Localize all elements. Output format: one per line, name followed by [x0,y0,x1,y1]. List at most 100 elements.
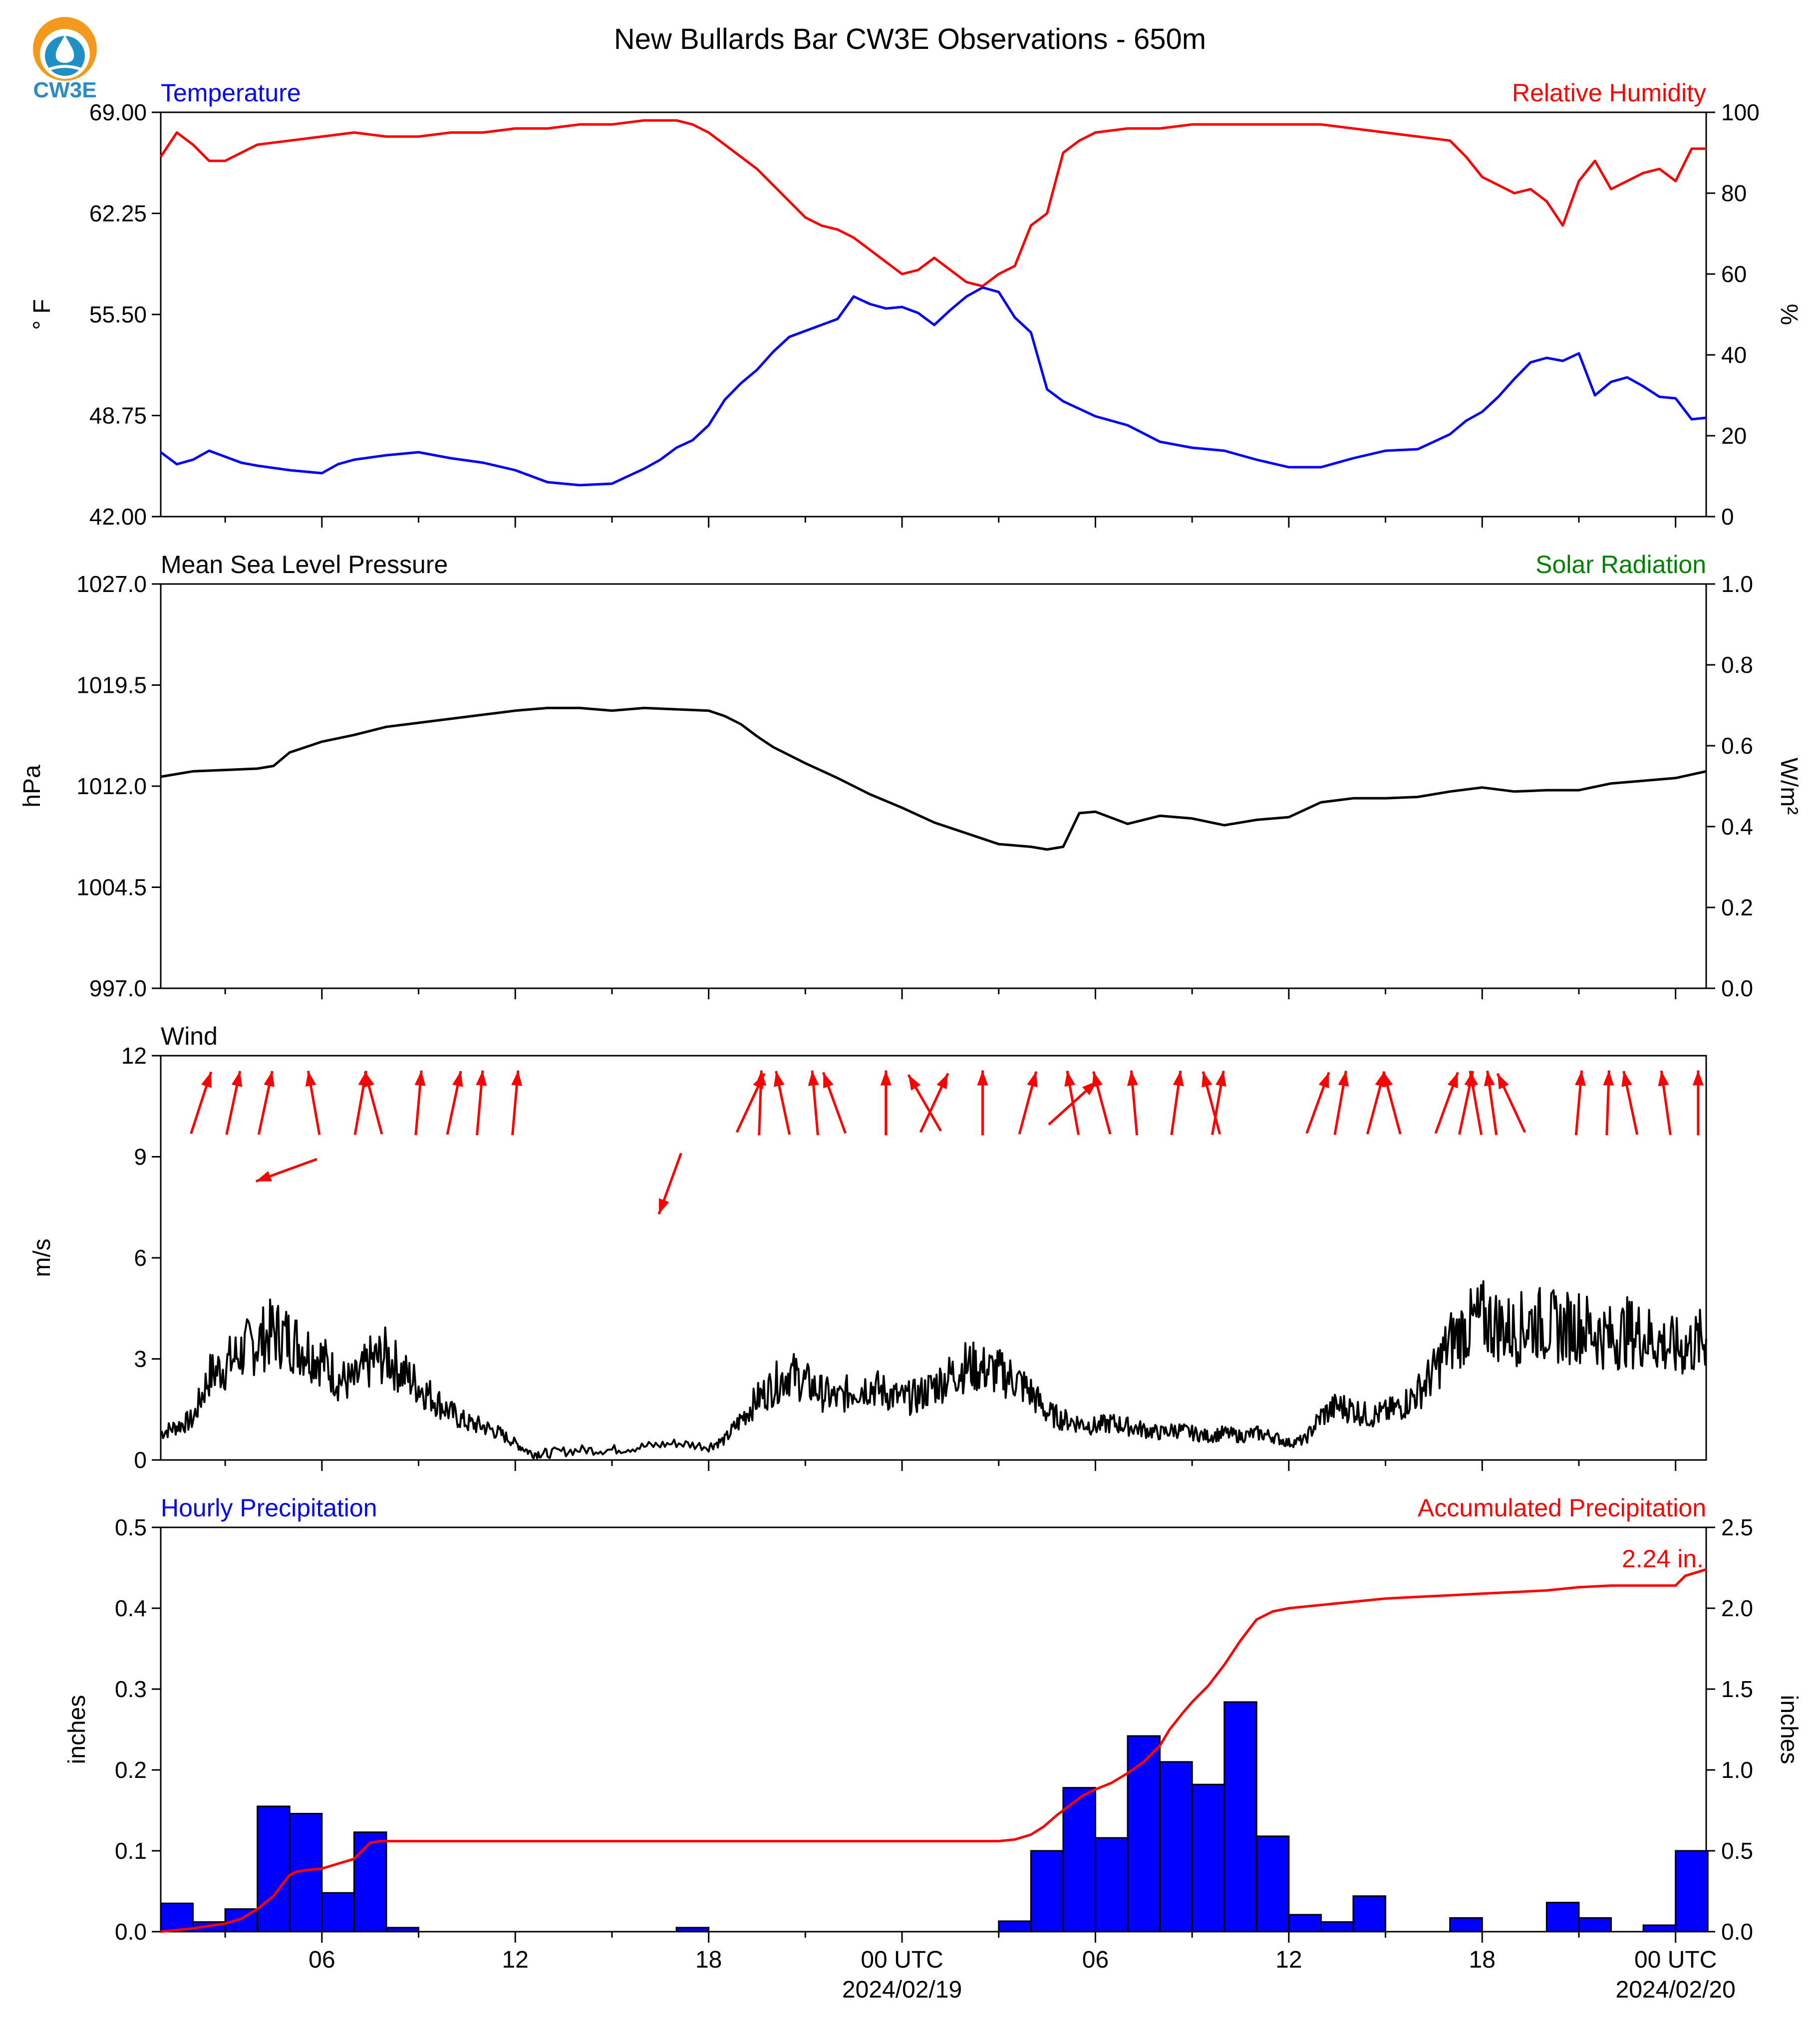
y-tick-label-right: 0 [1721,504,1734,530]
wind-arrow [1127,1070,1139,1136]
wind-arrow-head [1202,1071,1213,1088]
wind-arrow [1467,1071,1483,1135]
humidity-line [159,119,1706,288]
y-tick-label-left: 1027.0 [76,571,147,597]
y-tick-label-right: 80 [1721,180,1747,206]
accumulated-total-label: 2.24 in. [1622,1545,1704,1573]
wind-arrow [1305,1072,1330,1134]
wind-arrow-head [363,1071,374,1088]
wind-arrow-head [1497,1073,1509,1090]
precip-bar [160,1902,194,1933]
y-tick-label-left: 0.4 [115,1595,147,1621]
wind-arrow-head [201,1072,212,1088]
wind-arrow [919,1073,949,1133]
wind-arrow-head [1692,1070,1704,1086]
y-tick-label-right: 60 [1721,261,1747,287]
precip-bar [998,1920,1032,1933]
y-tick-label-right: 0.0 [1721,975,1753,1001]
wind-arrow-head [1658,1071,1669,1087]
x-tick-label: 12 [1275,1947,1302,1973]
wind-arrow-head [1447,1072,1458,1089]
wind-arrow-head [1027,1071,1038,1088]
wind-arrow-head [1338,1071,1349,1087]
wind-arrow-head [1173,1071,1184,1087]
wind-arrow-head [1575,1070,1586,1086]
wind-speed-line [160,1280,1707,1459]
wind-arrow [446,1071,463,1135]
precip-bar [1030,1850,1064,1933]
wind-panel: 0 3 6 9 12 Wind m/s [29,1022,1707,1473]
wind-arrow [774,1071,791,1135]
y-tick-label-left: 42.00 [89,504,147,530]
precip-bar [1449,1917,1483,1933]
y-axis-label-left: ° F [29,299,55,330]
wind-arrow [476,1070,487,1136]
precip-bar [385,1927,420,1933]
wind-arrow-head [658,1198,669,1214]
y-tick-label-right: 0.6 [1721,733,1753,759]
wind-arrow [822,1072,847,1134]
x-tick-date-label: 2024/02/19 [842,1977,962,2003]
wind-arrow-head [305,1071,316,1087]
wind-arrow-head [1603,1070,1614,1086]
wind-arrow-head [755,1070,767,1086]
wind-arrow [907,1074,942,1132]
precipitation-panel: 0.0 0.1 0.2 0.3 0.4 0.5 0.0 0.5 1.0 1.5 2.0 2.5 Hour… [64,1494,1802,2003]
wind-arrow-head [1064,1071,1076,1087]
y-tick-label-right: 2.5 [1721,1514,1753,1540]
wind-arrow-head [774,1071,785,1087]
wind-arrow [1170,1070,1184,1136]
panel-title-right: Relative Humidity [1512,79,1706,107]
wind-arrow [1018,1071,1038,1135]
wind-arrow-head [1484,1071,1495,1087]
y-tick-label-left: 55.50 [89,301,147,327]
wind-arrow [511,1070,523,1136]
y-tick-label-left: 1012.0 [76,773,147,799]
y-axis-label-right: % [1776,304,1802,325]
y-tick-label-left: 62.25 [89,201,147,227]
y-tick-label-right: 0.0 [1721,1919,1753,1945]
wind-arrow-head [1215,1071,1226,1087]
y-tick-label-left: 48.75 [89,403,147,429]
temperature-line [160,286,1707,487]
y-tick-label-left: 69.00 [89,99,147,125]
wind-arrow [1496,1073,1526,1133]
pressure-line [160,706,1707,851]
wind-arrow [1621,1071,1639,1135]
panel-title-right: Accumulated Precipitation [1418,1494,1706,1522]
panel-title-left: Temperature [161,79,301,107]
wind-arrow [190,1071,213,1135]
y-tick-label-right: 20 [1721,423,1747,449]
wind-arrow [977,1070,988,1136]
y-tick-label-right: 1.0 [1721,571,1753,597]
wind-arrow [1658,1070,1672,1136]
x-tick-label: 18 [695,1947,722,1973]
precip-bar [321,1892,355,1933]
y-tick-label-left: 12 [121,1043,147,1069]
wind-arrow-head [1621,1071,1632,1087]
pressure-solar-panel: 997.0 1004.5 1012.0 1019.5 1027.0 0.0 0.2 0.4 0.… [19,551,1802,1001]
precip-bar [1255,1835,1290,1933]
y-tick-label-left: 0.5 [115,1514,147,1540]
wind-arrow [808,1070,819,1136]
y-tick-label-left: 9 [134,1144,147,1170]
wind-arrow-head [908,1075,921,1091]
precip-bar [353,1831,387,1933]
precip-bar [1094,1837,1129,1933]
wind-arrow [1574,1070,1586,1136]
wind-arrow-head [1382,1071,1393,1088]
wind-arrow-head [808,1070,819,1086]
wind-arrow-head [256,1171,272,1181]
wind-arrow [1692,1070,1704,1136]
wind-arrow-head [977,1070,988,1086]
wind-arrow [305,1071,321,1135]
wind-arrow [1211,1071,1226,1135]
wind-arrow [1484,1070,1498,1136]
y-tick-label-left: 0.0 [115,1919,147,1945]
panel-title-left: Mean Sea Level Pressure [161,551,448,579]
logo-text: CW3E [33,78,96,102]
precip-bar [1191,1783,1225,1933]
y-tick-label-right: 2.0 [1721,1595,1753,1621]
x-tick-label: 18 [1469,1947,1496,1973]
